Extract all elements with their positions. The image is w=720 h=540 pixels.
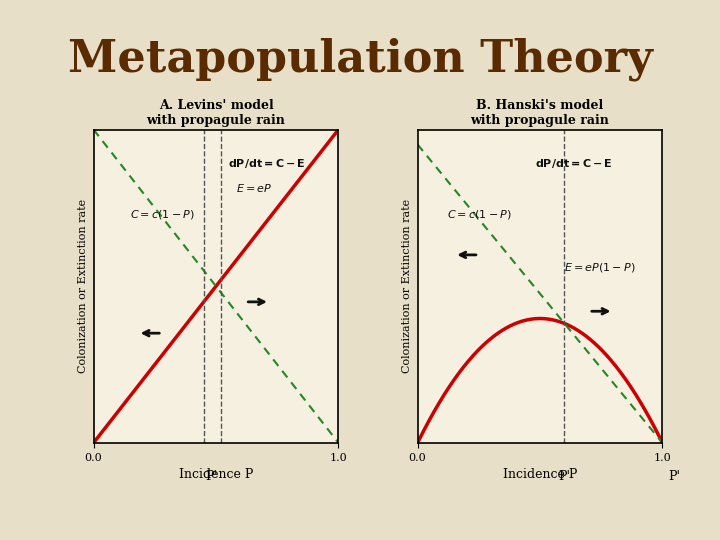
Text: $\bf{dP/dt = C - E}$: $\bf{dP/dt = C - E}$ <box>535 157 613 170</box>
Text: $E = eP(1 - P)$: $E = eP(1 - P)$ <box>564 261 636 274</box>
Title: B. Hanski's model
with propagule rain: B. Hanski's model with propagule rain <box>471 99 609 127</box>
X-axis label: Incidence P: Incidence P <box>179 468 253 481</box>
Text: P': P' <box>669 470 680 483</box>
Y-axis label: Colonization or Extinction rate: Colonization or Extinction rate <box>402 199 412 373</box>
Text: P': P' <box>559 470 570 483</box>
Text: $\bf{dP/dt = C - E}$: $\bf{dP/dt = C - E}$ <box>228 157 306 170</box>
Title: A. Levins' model
with propagule rain: A. Levins' model with propagule rain <box>147 99 285 127</box>
Text: $C = c(1 - P)$: $C = c(1 - P)$ <box>130 208 195 221</box>
X-axis label: Incidence P: Incidence P <box>503 468 577 481</box>
Text: Metapopulation Theory: Metapopulation Theory <box>68 38 652 82</box>
Y-axis label: Colonization or Extinction rate: Colonization or Extinction rate <box>78 199 88 373</box>
Text: P': P' <box>205 470 217 483</box>
Text: $E = eP$: $E = eP$ <box>235 182 272 194</box>
Text: $C = c(1 - P)$: $C = c(1 - P)$ <box>447 208 512 221</box>
